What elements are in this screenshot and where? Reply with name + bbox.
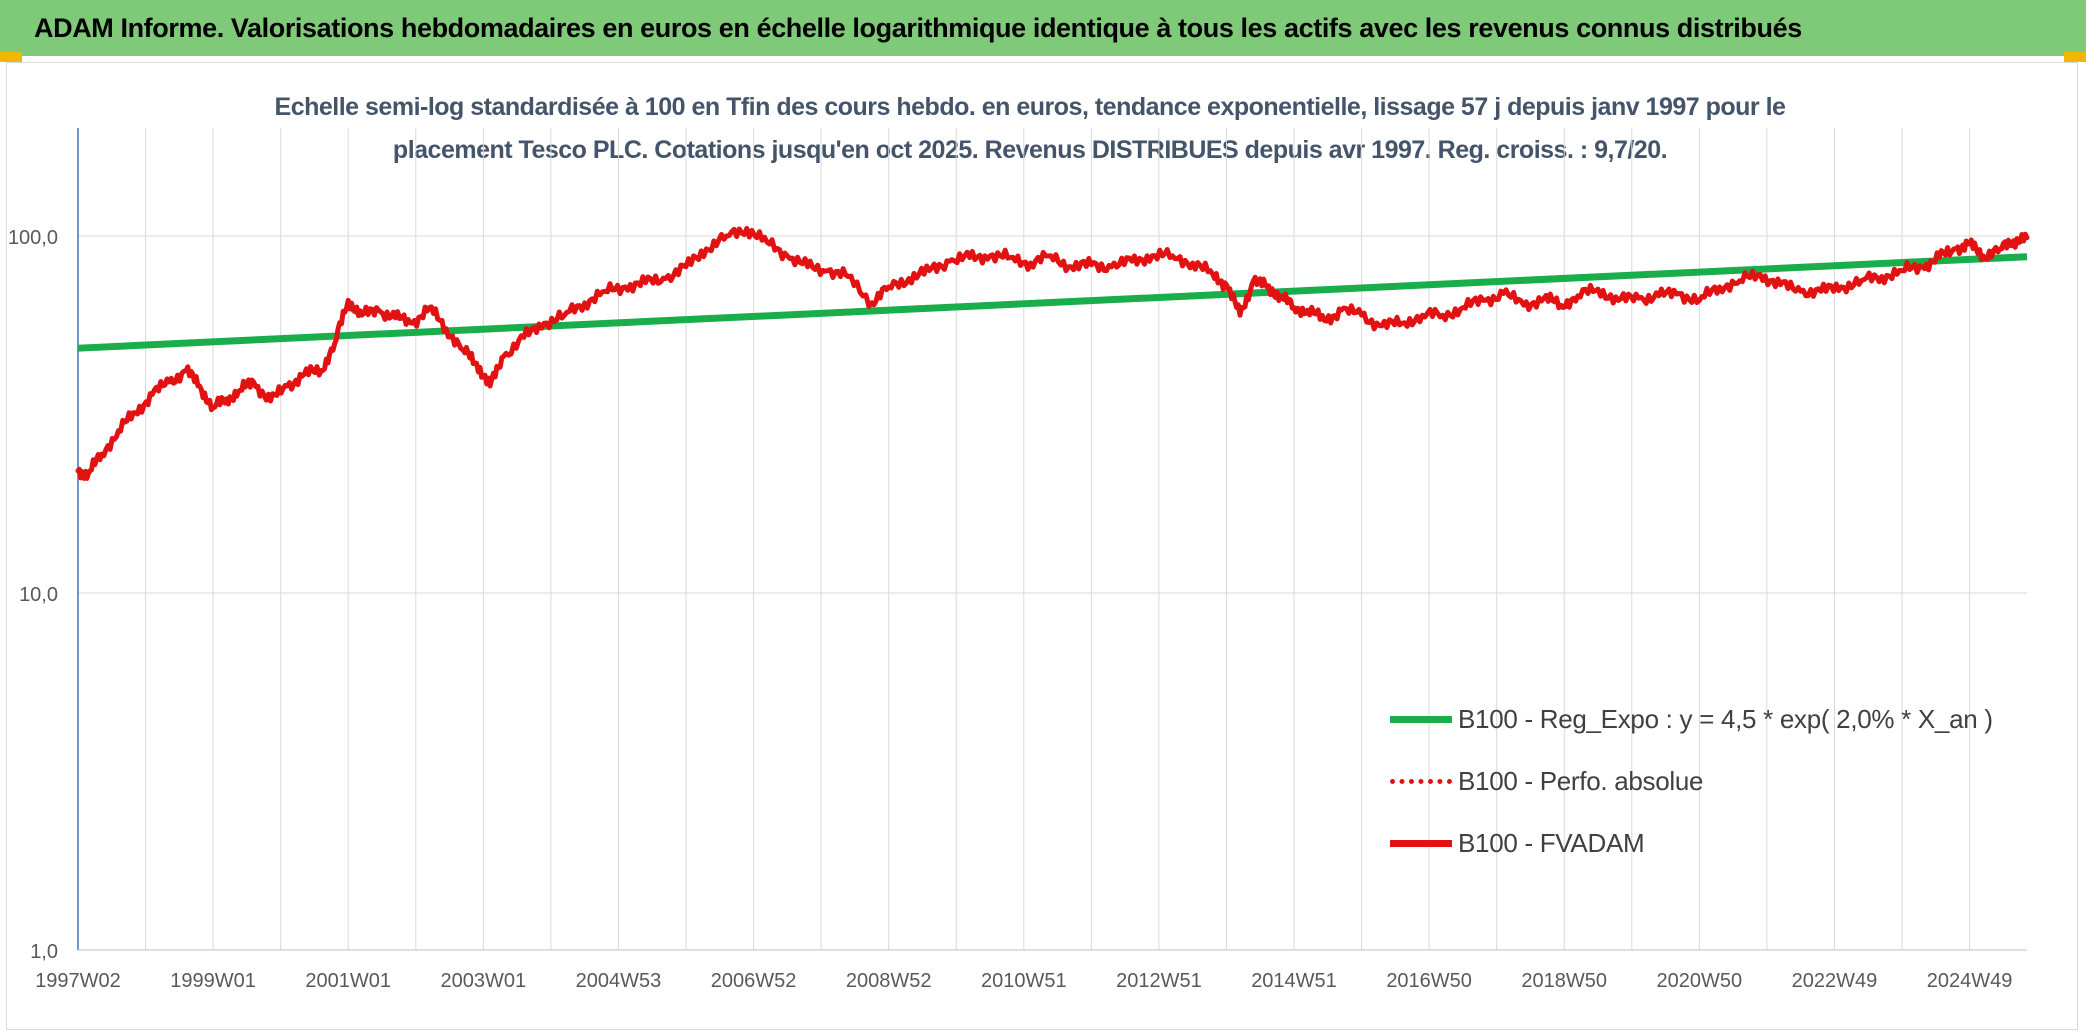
- x-tick-label: 2001W01: [305, 970, 391, 992]
- legend-swatch-trend: [1390, 715, 1452, 723]
- x-tick-label: 2006W52: [711, 970, 797, 992]
- chart-frame: [6, 62, 2078, 1030]
- legend-item-fvadam[interactable]: B100 - FVADAM: [1390, 812, 1993, 874]
- y-tick-label: 1,0: [30, 941, 58, 963]
- gridlines: [78, 128, 2027, 951]
- x-tick-label: 2016W50: [1386, 970, 1472, 992]
- legend-swatch-perf-absolue: [1390, 778, 1452, 784]
- chart-title: Echelle semi-log standardisée à 100 en T…: [230, 86, 1830, 172]
- legend-label-perf-absolue: B100 - Perfo. absolue: [1458, 765, 1704, 796]
- y-tick-label: 10,0: [19, 584, 58, 606]
- corner-marker-left: [0, 52, 22, 62]
- x-tick-label: 2018W50: [1521, 970, 1607, 992]
- series-line-regression: [77, 253, 2028, 352]
- x-tick-label: 2024W49: [1927, 970, 2013, 992]
- legend-label-fvadam: B100 - FVADAM: [1458, 827, 1645, 858]
- x-tick-label: 2004W53: [576, 970, 662, 992]
- x-tick-label: 2010W51: [981, 970, 1067, 992]
- x-tick-label: 2012W51: [1116, 970, 1202, 992]
- x-tick-label: 2003W01: [441, 970, 527, 992]
- x-tick-label: 2008W52: [846, 970, 932, 992]
- legend-item-trend[interactable]: B100 - Reg_Expo : y = 4,5 * exp( 2,0% * …: [1390, 688, 1993, 750]
- series-line-fvadam: [75, 225, 2030, 481]
- chart-title-line-1: Echelle semi-log standardisée à 100 en T…: [274, 93, 1786, 121]
- report-banner: ADAM Informe. Valorisations hebdomadaire…: [0, 0, 2086, 56]
- legend-item-perf-absolue[interactable]: B100 - Perfo. absolue: [1390, 750, 1993, 812]
- chart-title-line-2: placement Tesco PLC. Cotations jusqu'en …: [392, 136, 1668, 164]
- banner-title: ADAM Informe. Valorisations hebdomadaire…: [34, 12, 1802, 43]
- x-tick-label: 1999W01: [170, 970, 256, 992]
- x-tick-label: 2022W49: [1792, 970, 1878, 992]
- x-tick-label: 1997W02: [35, 970, 121, 992]
- y-tick-label: 100,0: [8, 227, 58, 249]
- chart-legend: B100 - Reg_Expo : y = 4,5 * exp( 2,0% * …: [1390, 688, 1993, 874]
- corner-marker-right: [2064, 52, 2086, 62]
- legend-swatch-fvadam: [1390, 839, 1452, 847]
- x-tick-label: 2014W51: [1251, 970, 1337, 992]
- x-tick-label: 2020W50: [1657, 970, 1743, 992]
- legend-label-trend: B100 - Reg_Expo : y = 4,5 * exp( 2,0% * …: [1458, 703, 1993, 734]
